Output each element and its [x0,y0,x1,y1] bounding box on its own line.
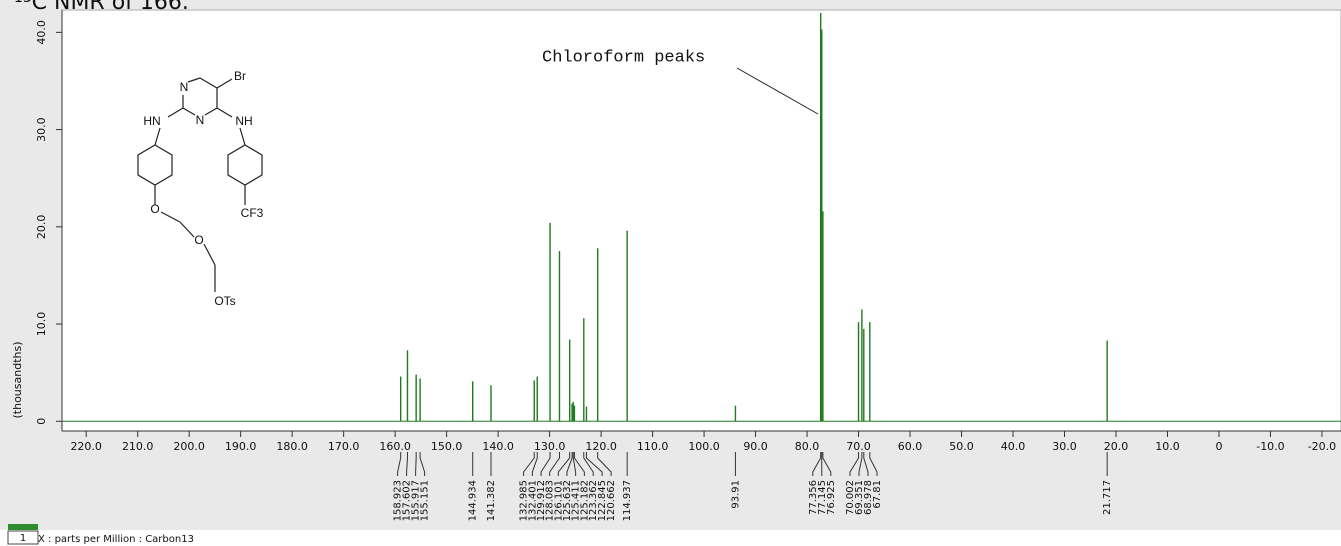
y-tick-label: 20.0 [35,215,48,240]
peak-label: 122.845 [597,480,608,521]
peak-connector [849,452,860,476]
peak-connector [406,452,408,476]
peak-label: 132.985 [519,480,530,521]
atom-label: Br [234,69,246,83]
peak-connector [822,452,832,476]
peak-label: 77.145 [817,480,828,515]
peak-connector [549,452,560,476]
x-tick-label: 200.0 [173,440,205,453]
x-axis-label: X : parts per Million : Carbon13 [38,534,194,545]
tab-label[interactable]: 1 [20,533,26,544]
x-tick-label: 170.0 [328,440,360,453]
annotation: Chloroform peaks [542,48,705,67]
peak-label: 125.182 [579,480,590,521]
peak-label: 158.923 [393,480,404,521]
x-tick-label: 180.0 [276,440,308,453]
x-tick-label: 100.0 [688,440,720,453]
x-tick-label: 70.0 [846,440,871,453]
x-tick-label: 150.0 [431,440,463,453]
peak-label: 132.401 [527,480,538,521]
peak-connector [397,452,402,476]
x-tick-label: -10.0 [1256,440,1284,453]
tab-indicator [8,524,38,530]
x-tick-label: 140.0 [482,440,514,453]
chart-title: ¹³C NMR of 166. [14,0,189,15]
peak-label: 144.934 [468,480,479,521]
peak-label: 155.917 [411,480,422,521]
peak-connector [566,452,573,476]
x-tick-label: 120.0 [585,440,617,453]
x-tick-label: 0 [1215,440,1222,453]
peak-connector [585,452,603,476]
x-tick-label: 20.0 [1104,440,1129,453]
peak-connector [531,452,538,476]
x-tick-label: 90.0 [743,440,768,453]
y-tick-label: 40.0 [35,20,48,45]
atom-label: OTs [214,294,235,308]
peak-label: 68.978 [863,480,874,515]
peak-label: 70.002 [845,480,856,515]
y-tick-label: 0 [35,418,48,425]
y-axis-label: (thousandths) [11,341,24,418]
y-tick-label: 30.0 [35,117,48,142]
atom-label: HN [143,114,160,128]
peak-connector [863,452,869,476]
peak-connector [419,452,426,476]
peak-label: 114.937 [622,480,633,521]
annotation-line [736,67,819,115]
peak-connector [523,452,535,476]
y-tick-label: 10.0 [35,312,48,337]
plot-area [61,9,1341,432]
x-tick-label: -20.0 [1308,440,1336,453]
peak-label: 125.411 [571,480,582,521]
peak-connector [597,452,612,476]
peak-label: 67.81 [872,480,883,509]
peak-connector [557,452,571,476]
x-tick-label: 30.0 [1052,440,1077,453]
atom-label: O [150,202,159,216]
peak-connector [573,452,585,476]
tab[interactable] [7,530,39,545]
peak-label: 21.717 [1102,480,1113,515]
x-tick-label: 50.0 [949,440,974,453]
status-bar [0,530,1341,546]
peak-label: 157.602 [402,480,413,521]
x-tick-label: 10.0 [1155,440,1180,453]
x-tick-label: 110.0 [637,440,669,453]
peak-label: 155.151 [420,480,431,521]
peak-label: 141.382 [486,480,497,521]
atom-label: NH [235,114,252,128]
peak-label: 128.083 [545,480,556,521]
x-tick-label: 160.0 [379,440,411,453]
peak-label: 120.662 [606,480,617,521]
peak-label: 77.356 [808,480,819,515]
peak-connector [869,452,878,476]
peak-connector [583,452,594,476]
x-tick-label: 80.0 [795,440,820,453]
atom-label: N [180,80,189,94]
peak-connector [415,452,417,476]
atom-label: CF3 [241,206,264,220]
peak-label: 126.101 [553,480,564,521]
x-tick-label: 40.0 [1001,440,1026,453]
peak-label: 69.351 [854,480,865,515]
x-tick-label: 60.0 [898,440,923,453]
x-tick-label: 190.0 [225,440,257,453]
peak-label: 123.362 [588,480,599,521]
peak-label: 76.925 [826,480,837,515]
peak-label: 125.632 [562,480,573,521]
peak-label: 93.91 [730,480,741,509]
peak-connector [812,452,822,476]
peak-connector [858,452,863,476]
atom-label: O [194,233,203,247]
peak-connector [572,452,577,476]
x-tick-label: 220.0 [70,440,102,453]
atom-label: N [196,113,205,127]
peak-connector [540,452,551,476]
peak-label: 129.912 [536,480,547,521]
x-tick-label: 130.0 [534,440,566,453]
x-tick-label: 210.0 [122,440,154,453]
structure: N Br N HN NH O O CF3 OTs [137,69,264,308]
